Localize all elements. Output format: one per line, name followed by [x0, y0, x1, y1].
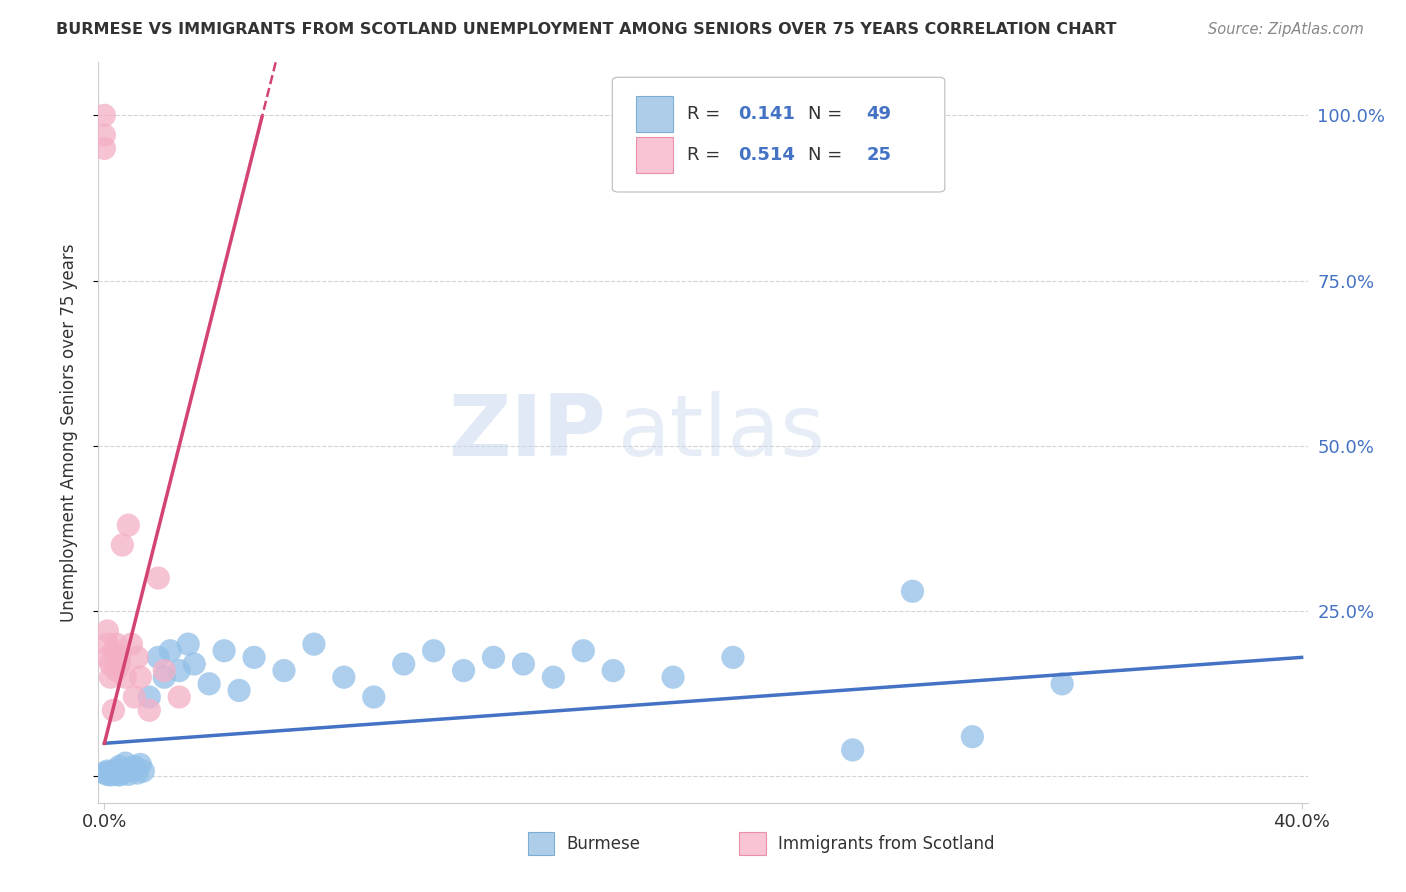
Point [302, 637, 325, 651]
Point [212, 644, 235, 658]
Point [602, 664, 624, 678]
Point [721, 650, 744, 665]
Point [333, 670, 356, 684]
Point [138, 690, 160, 704]
Point [662, 670, 685, 684]
Point [96, 764, 118, 778]
Text: BURMESE VS IMMIGRANTS FROM SCOTLAND UNEMPLOYMENT AMONG SENIORS OVER 75 YEARS COR: BURMESE VS IMMIGRANTS FROM SCOTLAND UNEM… [56, 22, 1116, 37]
Text: 25: 25 [866, 146, 891, 164]
Point [96, 637, 118, 651]
Point [100, 657, 122, 671]
Point [363, 690, 385, 704]
Point [198, 677, 221, 691]
Point [572, 644, 595, 658]
Point [132, 764, 155, 778]
Point [108, 759, 131, 773]
Text: 0.514: 0.514 [738, 146, 794, 164]
Point [1050, 677, 1073, 691]
Point [138, 703, 160, 717]
Point [148, 571, 170, 585]
Point [114, 764, 136, 778]
Point [103, 644, 125, 658]
Point [127, 650, 149, 665]
Point [114, 756, 136, 771]
Point [392, 657, 415, 671]
Point [129, 757, 152, 772]
Text: N =: N = [808, 146, 848, 164]
Text: 49: 49 [866, 105, 891, 123]
Point [153, 664, 176, 678]
Point [167, 690, 190, 704]
Point [105, 763, 128, 777]
Point [543, 670, 565, 684]
Text: Source: ZipAtlas.com: Source: ZipAtlas.com [1208, 22, 1364, 37]
Point [422, 644, 444, 658]
Point [120, 763, 142, 777]
Point [120, 637, 142, 651]
Point [96, 650, 118, 665]
Point [228, 683, 250, 698]
FancyBboxPatch shape [637, 137, 672, 173]
FancyBboxPatch shape [740, 831, 766, 855]
Y-axis label: Unemployment Among Seniors over 75 years: Unemployment Among Seniors over 75 years [59, 244, 77, 622]
Text: Burmese: Burmese [567, 835, 640, 853]
Text: R =: R = [688, 146, 727, 164]
Point [93, 128, 115, 143]
Point [105, 637, 128, 651]
Point [100, 670, 122, 684]
Point [108, 768, 131, 782]
Point [129, 670, 152, 684]
Point [93, 141, 115, 155]
Point [96, 767, 118, 781]
Point [103, 766, 125, 780]
Point [117, 518, 139, 533]
Text: R =: R = [688, 105, 727, 123]
Point [114, 670, 136, 684]
Point [111, 538, 134, 552]
Point [153, 670, 176, 684]
Point [512, 657, 534, 671]
Point [117, 767, 139, 781]
Point [243, 650, 266, 665]
Text: ZIP: ZIP [449, 391, 606, 475]
Point [96, 624, 118, 638]
Point [105, 664, 128, 678]
Point [148, 650, 170, 665]
Point [841, 743, 863, 757]
Text: N =: N = [808, 105, 848, 123]
Point [108, 657, 131, 671]
Point [482, 650, 505, 665]
Text: Immigrants from Scotland: Immigrants from Scotland [778, 835, 994, 853]
Point [108, 650, 131, 665]
Point [103, 703, 125, 717]
Point [273, 664, 295, 678]
Point [93, 766, 115, 780]
Point [103, 764, 125, 779]
Point [111, 766, 134, 780]
Point [167, 664, 190, 678]
Point [962, 730, 984, 744]
FancyBboxPatch shape [613, 78, 945, 192]
Point [105, 767, 128, 781]
Point [100, 768, 122, 782]
Point [177, 637, 200, 651]
Point [453, 664, 475, 678]
Text: 0.141: 0.141 [738, 105, 794, 123]
Point [100, 765, 122, 780]
Point [159, 644, 181, 658]
Point [901, 584, 924, 599]
Point [183, 657, 205, 671]
Point [124, 759, 146, 773]
FancyBboxPatch shape [637, 96, 672, 132]
Point [127, 766, 149, 780]
Point [124, 690, 146, 704]
Text: atlas: atlas [619, 391, 827, 475]
Point [93, 108, 115, 122]
FancyBboxPatch shape [527, 831, 554, 855]
